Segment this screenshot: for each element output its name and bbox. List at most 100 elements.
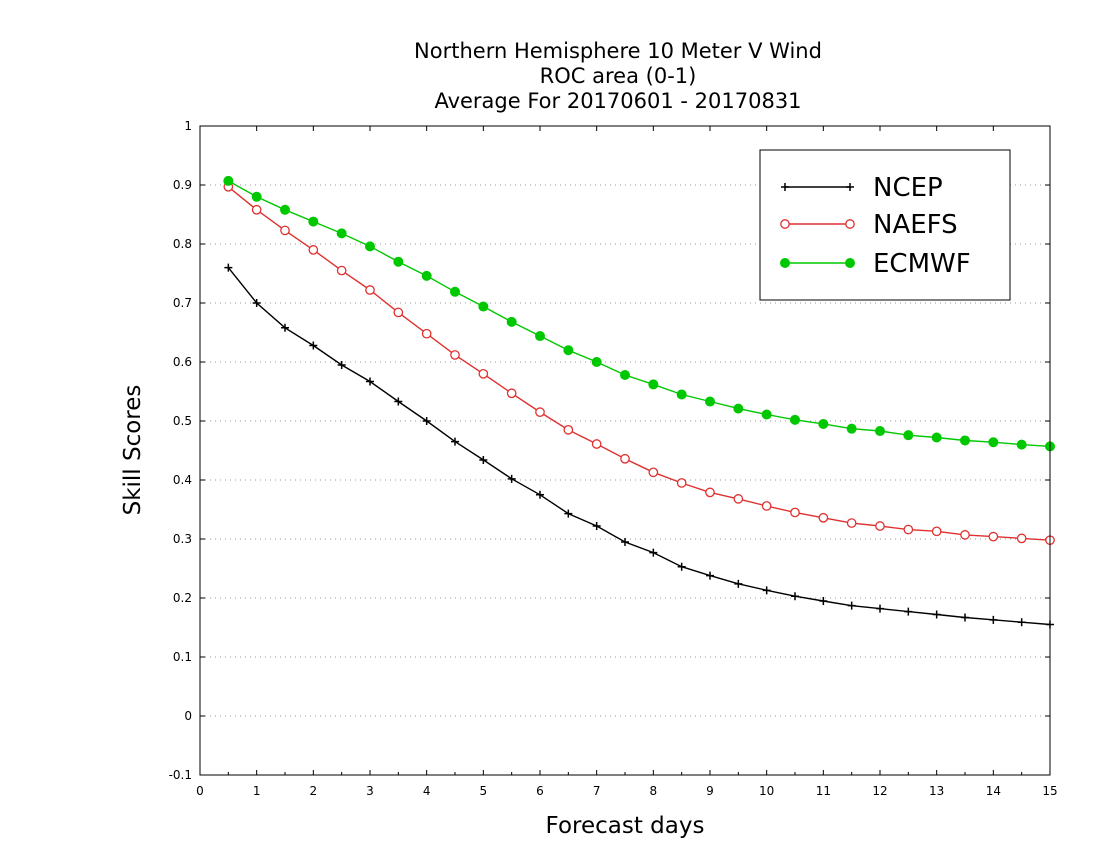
data-point-naefs	[790, 507, 800, 518]
x-tick-label: 4	[423, 784, 431, 798]
data-point-ncep	[677, 562, 686, 571]
data-point-ecmwf	[251, 191, 262, 202]
data-point-ncep	[621, 537, 629, 546]
data-point-ecmwf	[875, 426, 885, 437]
data-point-naefs	[620, 453, 630, 464]
data-point-ecmwf	[705, 396, 715, 407]
data-point-ecmwf	[506, 316, 517, 327]
data-point-naefs	[960, 530, 970, 540]
data-point-ecmwf	[620, 369, 630, 380]
series-naefs	[223, 181, 1055, 546]
data-point-ncep	[366, 377, 374, 386]
y-axis-label: Skill Scores	[120, 385, 146, 516]
y-tick-label: 0.1	[173, 650, 192, 664]
axis-ticks: -0.100.10.20.30.40.50.60.70.80.910 1 2 3 4 5 6…	[169, 119, 1058, 798]
y-tick-label: 0.3	[173, 532, 192, 546]
data-point-naefs	[903, 524, 914, 535]
y-tick-label: -0.1	[169, 768, 192, 782]
data-point-naefs	[421, 328, 432, 339]
y-tick-label: 0.6	[173, 355, 192, 369]
data-point-ncep	[762, 586, 771, 595]
legend: NCEP NAEFS ECMWF	[759, 149, 1011, 301]
data-point-ecmwf	[648, 379, 659, 390]
y-tick-label: 0.9	[173, 178, 192, 192]
data-point-naefs	[846, 518, 857, 528]
data-point-ncep	[337, 360, 346, 369]
series-layer	[223, 175, 1055, 629]
y-tick-label: 0.4	[173, 473, 192, 487]
data-point-ecmwf	[308, 216, 319, 227]
data-point-ecmwf	[903, 430, 914, 441]
data-point-ecmwf	[421, 270, 432, 281]
data-point-ncep	[989, 615, 998, 624]
data-point-naefs	[705, 487, 715, 498]
x-tick-label: 10	[759, 784, 774, 798]
y-tick-label: 0.5	[173, 414, 192, 428]
series-line-ncep	[227, 267, 1051, 626]
y-tick-label: 0.8	[173, 237, 192, 251]
series-ncep	[224, 263, 1054, 629]
x-tick-label: 3	[366, 784, 374, 798]
data-point-naefs	[251, 204, 262, 215]
data-point-naefs	[988, 531, 999, 542]
legend-label-ecmwf: ECMWF	[873, 249, 971, 279]
data-point-ecmwf	[450, 286, 460, 297]
data-point-ncep	[309, 341, 318, 350]
data-point-ncep	[961, 613, 969, 622]
data-point-ncep	[819, 596, 828, 605]
data-point-ecmwf	[931, 432, 942, 443]
x-tick-label: 5	[480, 784, 488, 798]
data-point-naefs	[648, 467, 659, 478]
data-point-ecmwf	[818, 418, 829, 429]
legend-marker-ecmwf	[780, 258, 790, 268]
data-point-naefs	[591, 439, 602, 449]
data-point-naefs	[733, 494, 744, 504]
data-point-naefs	[478, 368, 489, 379]
y-tick-label: 0	[184, 709, 192, 723]
data-point-ncep	[847, 601, 856, 610]
data-point-ecmwf	[676, 389, 687, 400]
data-point-naefs	[676, 478, 687, 488]
x-tick-label: 6	[536, 784, 544, 798]
data-point-ncep	[706, 571, 714, 580]
data-point-naefs	[365, 285, 375, 295]
x-tick-label: 7	[593, 784, 601, 798]
x-tick-label: 8	[650, 784, 658, 798]
data-point-ecmwf	[733, 403, 744, 414]
data-point-naefs	[875, 521, 885, 531]
data-point-ecmwf	[761, 409, 772, 420]
y-tick-label: 1	[184, 119, 192, 133]
y-tick-label: 0.7	[173, 296, 192, 310]
data-point-naefs	[563, 424, 574, 435]
x-axis-label: Forecast days	[546, 813, 705, 839]
data-point-ncep	[791, 592, 799, 601]
chart-title-line-2: ROC area (0-1)	[540, 64, 697, 88]
legend-marker-ecmwf	[845, 258, 855, 268]
data-point-ecmwf	[1016, 439, 1027, 450]
chart-title-line-3: Average For 20170601 - 20170831	[434, 89, 801, 113]
data-point-naefs	[393, 307, 404, 318]
data-point-ecmwf	[280, 204, 290, 215]
data-point-naefs	[818, 512, 829, 523]
legend-label-naefs: NAEFS	[873, 210, 958, 240]
data-point-naefs	[761, 501, 772, 511]
data-point-ecmwf	[223, 175, 234, 186]
data-point-ecmwf	[393, 256, 404, 267]
data-point-ecmwf	[591, 357, 602, 367]
x-tick-label: 14	[986, 784, 1001, 798]
data-point-ncep	[536, 490, 544, 499]
legend-box	[759, 149, 1011, 301]
data-point-naefs	[450, 350, 460, 360]
data-point-ncep	[252, 299, 261, 307]
data-point-naefs	[280, 225, 290, 236]
data-point-naefs	[535, 407, 545, 417]
data-point-ncep	[422, 417, 431, 425]
series-ecmwf	[223, 175, 1055, 452]
x-tick-label: 11	[816, 784, 831, 798]
data-point-naefs	[336, 265, 347, 276]
data-point-naefs	[1016, 533, 1027, 544]
y-tick-label: 0.2	[173, 591, 192, 605]
data-point-ecmwf	[478, 301, 489, 312]
x-tick-label: 9	[706, 784, 714, 798]
